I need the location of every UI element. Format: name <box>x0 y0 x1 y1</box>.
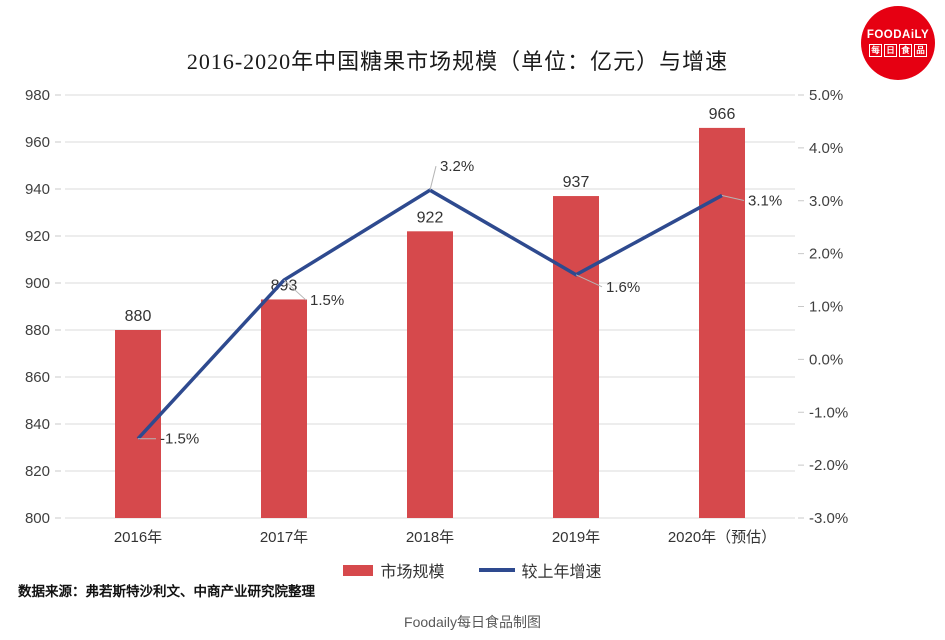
right-axis-tick-label: 2.0% <box>809 246 843 263</box>
logo-char: 食 <box>899 44 912 57</box>
left-axis-tick-label: 920 <box>25 228 50 245</box>
growth-value-label: 1.5% <box>310 292 344 309</box>
growth-value-label: 1.6% <box>606 279 640 296</box>
left-axis-tick-label: 860 <box>25 369 50 386</box>
legend-item-growth: 较上年增速 <box>478 558 602 582</box>
bar-value-label: 966 <box>709 106 736 123</box>
growth-value-label: -1.5% <box>160 431 199 448</box>
label-leader-line <box>283 279 307 301</box>
bar-value-label: 893 <box>271 277 298 294</box>
right-axis-tick-label: -3.0% <box>809 510 848 527</box>
left-axis-tick-label: 960 <box>25 134 50 151</box>
x-axis-label: 2017年 <box>260 529 308 546</box>
legend-item-market-size: 市场规模 <box>343 558 445 582</box>
left-axis-tick-label: 820 <box>25 463 50 480</box>
bar-market-size <box>407 231 453 519</box>
left-axis-tick-label: 840 <box>25 416 50 433</box>
label-leader-line <box>575 274 603 288</box>
growth-value-label: 3.1% <box>748 192 782 209</box>
legend-label-growth: 较上年增速 <box>521 564 602 581</box>
x-axis-label: 2020年（预估） <box>668 529 776 546</box>
bar-market-size <box>115 330 161 518</box>
right-axis-tick-label: 1.0% <box>809 299 843 316</box>
right-axis-tick-label: 4.0% <box>809 140 843 157</box>
bar-value-label: 937 <box>563 174 590 191</box>
label-leader-line <box>429 166 437 191</box>
footer-credit: Foodaily每日食品制图 <box>404 614 541 630</box>
bar-market-size <box>553 196 599 519</box>
legend: 市场规模 较上年增速 <box>0 558 945 582</box>
x-axis-label: 2018年 <box>406 529 454 546</box>
right-axis-tick-label: -2.0% <box>809 457 848 474</box>
right-axis-tick-label: 5.0% <box>809 87 843 104</box>
left-axis-tick-label: 880 <box>25 322 50 339</box>
bar-market-size <box>699 127 745 519</box>
chart-title: 2016-2020年中国糖果市场规模（单位：亿元）与增速 <box>186 49 729 74</box>
legend-line-swatch <box>478 568 515 572</box>
logo-char: 品 <box>914 44 927 57</box>
source-note: 数据来源：弗若斯特沙利文、中商产业研究院整理 <box>18 584 315 599</box>
x-axis-label: 2019年 <box>552 529 600 546</box>
label-leader-line <box>721 194 745 201</box>
left-axis-tick-label: 940 <box>25 181 50 198</box>
bar-value-label: 922 <box>417 209 444 226</box>
logo-wordmark: FOODAiLY <box>866 29 930 41</box>
left-axis-tick-label: 800 <box>25 510 50 527</box>
legend-label-market-size: 市场规模 <box>380 564 445 581</box>
right-axis-tick-label: 0.0% <box>809 351 843 368</box>
logo-char: 每 <box>869 44 882 57</box>
growth-value-label: 3.2% <box>440 158 474 175</box>
bar-value-label: 880 <box>125 308 152 325</box>
legend-bar-swatch <box>343 564 374 576</box>
x-axis-label: 2016年 <box>114 529 162 546</box>
bar-market-size <box>261 299 307 518</box>
logo-char: 日 <box>884 44 897 57</box>
foodaily-logo: FOODAiLY 每日食品 <box>861 6 935 80</box>
right-axis-tick-label: -1.0% <box>809 404 848 421</box>
logo-cjk-chars: 每日食品 <box>869 44 927 57</box>
right-axis-tick-label: 3.0% <box>809 193 843 210</box>
left-axis-tick-label: 980 <box>25 87 50 104</box>
left-axis-tick-label: 900 <box>25 275 50 292</box>
